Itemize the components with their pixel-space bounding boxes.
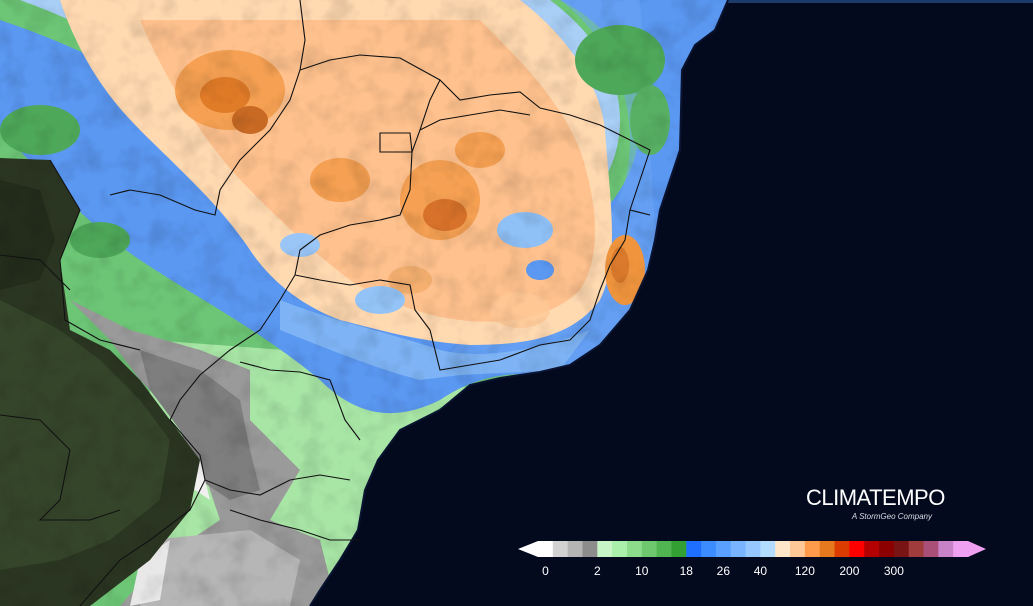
legend-swatch <box>893 541 910 557</box>
legend-swatch <box>656 541 672 557</box>
legend-swatch <box>775 541 791 557</box>
borders <box>0 0 651 606</box>
legend-swatch <box>552 541 569 557</box>
legend-tick-label: 0 <box>542 564 549 578</box>
legend-swatch <box>671 541 687 557</box>
legend-swatch <box>597 541 613 557</box>
legend-tick-label: 18 <box>679 564 693 578</box>
legend-swatch <box>730 541 747 557</box>
legend-tick-label: 2 <box>593 564 601 578</box>
legend-tick-label: 26 <box>716 564 731 578</box>
legend-tick-label: 40 <box>753 564 768 578</box>
legend-tick-label: 10 <box>635 564 649 578</box>
legend-swatch <box>879 541 895 557</box>
legend-swatch <box>938 541 954 557</box>
legend-swatch <box>745 541 761 557</box>
legend-swatch <box>953 541 969 557</box>
precipitation-legend: 0 2 10 18 26 40 120 200 300 <box>518 538 988 584</box>
legend-tick-label: 200 <box>839 564 860 578</box>
brand-subtitle: A StormGeo Company <box>851 512 932 521</box>
brand-logo: CLIMATEMPO A StormGeo Company <box>806 485 946 522</box>
legend-swatch <box>923 541 939 557</box>
legend-swatch <box>908 541 925 557</box>
legend-swatch <box>582 541 598 557</box>
legend-arrow-left <box>518 541 538 557</box>
legend-swatch <box>686 541 702 557</box>
legend-swatch <box>715 541 732 557</box>
legend-swatch <box>864 541 880 557</box>
legend-swatch <box>538 541 554 557</box>
legend-arrow-right <box>968 541 986 557</box>
legend-swatch <box>804 541 821 557</box>
legend-swatch <box>790 541 806 557</box>
legend-swatch <box>641 541 658 557</box>
legend-swatch <box>567 541 583 557</box>
legend-swatch <box>626 541 643 557</box>
legend-swatch <box>760 541 776 557</box>
legend-colorbar <box>518 541 986 557</box>
legend-swatch <box>701 541 717 557</box>
legend-swatch <box>819 541 836 557</box>
legend-tick-label: 300 <box>883 564 904 578</box>
legend-swatch <box>849 541 865 557</box>
legend-tick-label: 120 <box>794 564 815 578</box>
legend-swatch <box>612 541 628 557</box>
brand-name: CLIMATEMPO <box>806 485 945 510</box>
coastline <box>309 0 729 606</box>
legend-swatch <box>834 541 850 557</box>
